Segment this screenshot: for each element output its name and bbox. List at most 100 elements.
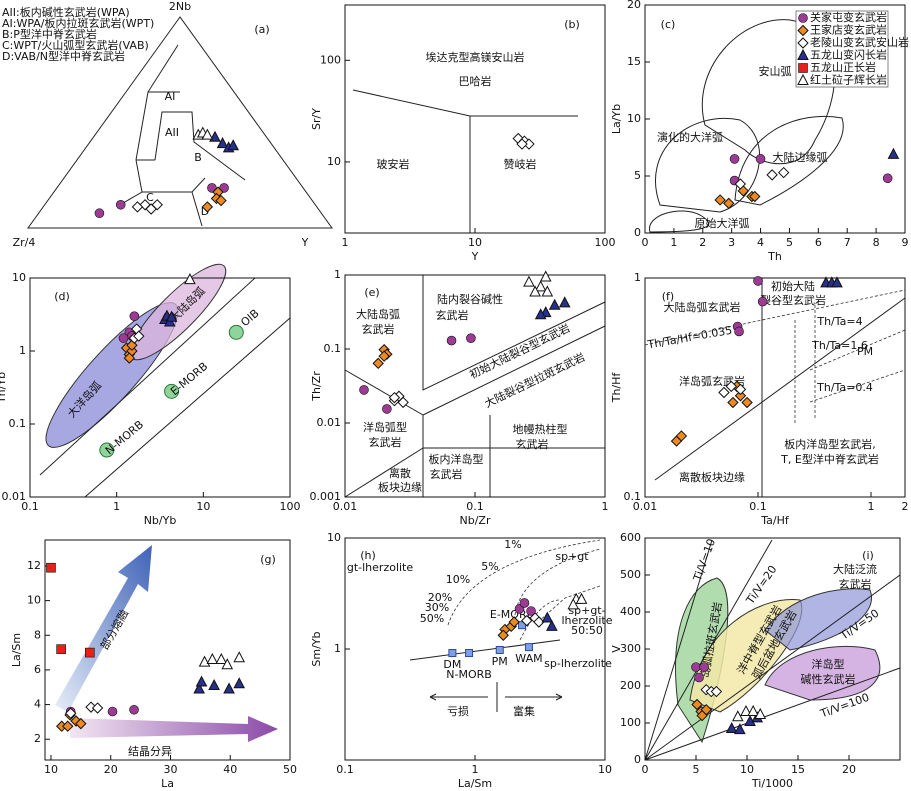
annotation: 玄武岩 bbox=[516, 437, 549, 451]
point bbox=[521, 614, 533, 627]
x-axis-label: La bbox=[161, 777, 174, 790]
point bbox=[107, 706, 118, 717]
y-tick-label: 1 bbox=[334, 268, 341, 281]
x-tick-label: 0.01 bbox=[633, 500, 658, 513]
x-axis-label: Y bbox=[471, 250, 479, 263]
annotation: 10% bbox=[446, 573, 470, 586]
point bbox=[734, 326, 744, 337]
annotation: 玄武岩 bbox=[430, 467, 463, 481]
point bbox=[523, 275, 535, 287]
reference-point bbox=[465, 649, 474, 658]
y-tick-label: 10 bbox=[12, 271, 26, 284]
y-tick-label: 6 bbox=[34, 663, 41, 676]
annotation: AII bbox=[165, 126, 179, 139]
point bbox=[201, 201, 214, 213]
reference-label: OIB bbox=[238, 307, 261, 329]
reference-label: WAM bbox=[515, 652, 542, 665]
annotation: 5% bbox=[481, 560, 498, 573]
point bbox=[466, 333, 476, 343]
x-tick-label: 8 bbox=[873, 236, 880, 249]
reference-point bbox=[164, 383, 180, 399]
y-tick-label: 100 bbox=[320, 53, 341, 66]
annotation: 1% bbox=[504, 538, 521, 551]
x-tick-label: 15 bbox=[791, 763, 805, 776]
x-tick-label: 5 bbox=[693, 763, 700, 776]
x-tick-label: 10 bbox=[740, 763, 754, 776]
y-tick-label: 400 bbox=[620, 605, 641, 618]
point bbox=[219, 183, 229, 193]
x-axis-label: Nb/Yb bbox=[144, 514, 177, 527]
point bbox=[734, 383, 747, 396]
y-axis-label: La/Sm bbox=[10, 633, 23, 667]
point bbox=[129, 311, 140, 321]
ti-v-lines bbox=[644, 539, 901, 761]
vertex-label: 2Nb bbox=[169, 0, 191, 13]
y-tick-label: 20 bbox=[627, 0, 641, 11]
point bbox=[206, 652, 219, 665]
annotation: 离散 bbox=[389, 466, 411, 480]
point bbox=[208, 678, 220, 691]
point bbox=[216, 137, 229, 149]
legend-label: 五龙山正长岩 bbox=[810, 60, 876, 74]
annotation: T, E型洋中脊玄武岩 bbox=[780, 452, 879, 466]
x-tick-label: 100 bbox=[280, 500, 301, 513]
reference-label: N-MORB bbox=[103, 418, 146, 457]
y-tick-label: 0 bbox=[634, 226, 641, 239]
point bbox=[193, 682, 205, 694]
annotation: 大陆边缘弧 bbox=[773, 150, 828, 164]
point bbox=[777, 166, 790, 179]
y-tick-label: 0 bbox=[634, 753, 641, 766]
y-tick-label: 0.01 bbox=[2, 490, 27, 503]
annotation: 洋岛型 bbox=[812, 657, 845, 671]
x-tick-label: 0.01 bbox=[333, 500, 358, 513]
point bbox=[710, 685, 723, 698]
point bbox=[533, 616, 545, 628]
legend-marker bbox=[797, 73, 809, 85]
panel-label: (d) bbox=[54, 290, 70, 303]
point bbox=[766, 169, 778, 181]
annotation: 板块边缘 bbox=[378, 480, 422, 494]
y-tick-label: 8 bbox=[34, 628, 41, 641]
y-tick-label: 15 bbox=[627, 55, 641, 68]
point bbox=[446, 335, 457, 346]
field-key: AII:板内碱性玄武岩(WPA) bbox=[2, 5, 130, 19]
annotation: 50:50 bbox=[571, 624, 603, 637]
panel-label: (c) bbox=[661, 18, 676, 31]
reference-point bbox=[448, 649, 457, 658]
point bbox=[233, 651, 246, 663]
fields-b bbox=[352, 89, 578, 233]
plot-frame bbox=[644, 277, 906, 498]
mantle-line bbox=[409, 639, 561, 661]
point bbox=[131, 201, 144, 213]
y-tick-label: 1 bbox=[634, 271, 641, 284]
y-tick-label: 10 bbox=[327, 155, 341, 168]
reference-label: PM bbox=[492, 655, 508, 668]
legend-label: 红土砬子辉长岩 bbox=[810, 73, 887, 87]
annotation: AI bbox=[165, 90, 176, 103]
plot-frame bbox=[44, 539, 291, 761]
y-tick-label: 10 bbox=[627, 112, 641, 125]
annotation: D bbox=[201, 205, 209, 218]
vertex-label: Y bbox=[301, 236, 309, 249]
point bbox=[723, 197, 735, 210]
annotation: sp-lherzolite bbox=[544, 657, 612, 670]
annotation: 玄武岩 bbox=[839, 577, 872, 591]
point bbox=[754, 707, 767, 719]
point bbox=[831, 276, 843, 288]
point bbox=[227, 139, 240, 151]
x-tick-label: 20 bbox=[104, 763, 118, 776]
annotation: 安山弧 bbox=[759, 64, 792, 78]
point bbox=[91, 702, 104, 714]
annotation: Ti/V=10 bbox=[691, 537, 719, 584]
annotation: Th/Ta=0.4 bbox=[816, 381, 873, 394]
x-axis-label: Ta/Hf bbox=[760, 514, 790, 527]
y-axis-label: La/Yb bbox=[610, 104, 623, 134]
legend-label: 关家屯变玄武岩 bbox=[810, 10, 887, 24]
panel-label: (i) bbox=[862, 549, 874, 562]
x-tick-label: 5 bbox=[786, 236, 793, 249]
x-tick-label: 20 bbox=[842, 763, 856, 776]
x-axis-label: Ti/1000 bbox=[751, 777, 793, 790]
x-tick-label: 10 bbox=[598, 763, 612, 776]
point bbox=[184, 273, 196, 285]
annotation: 原始大洋弧 bbox=[695, 216, 750, 230]
